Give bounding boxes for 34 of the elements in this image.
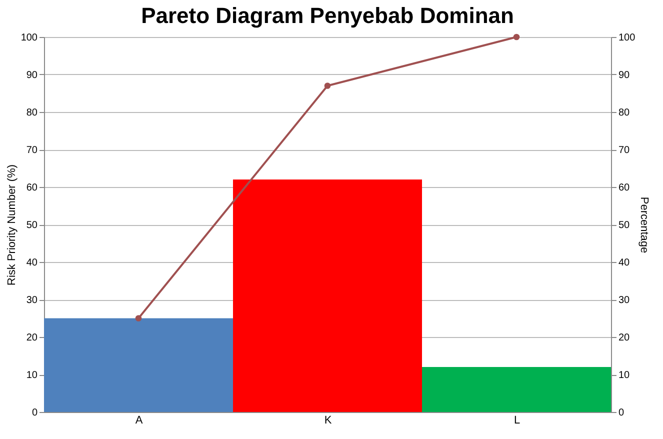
y2-tick-label: 80 bbox=[618, 108, 630, 118]
y2-tick-label: 50 bbox=[618, 220, 630, 231]
y-tick-label: 80 bbox=[26, 108, 38, 118]
x-tick-label: A bbox=[135, 414, 144, 426]
bar bbox=[44, 318, 233, 412]
y-axis-title: Risk Priority Number (%) bbox=[6, 164, 18, 286]
y-tick-label: 90 bbox=[26, 70, 38, 81]
y-tick-label: 30 bbox=[26, 295, 38, 306]
bar bbox=[233, 180, 422, 412]
y2-tick-label: 0 bbox=[618, 408, 624, 418]
y2-tick-label: 10 bbox=[618, 370, 630, 381]
y2-tick-label: 40 bbox=[618, 258, 630, 268]
y2-tick-label: 60 bbox=[618, 182, 630, 194]
y2-axis-title: Percentage bbox=[638, 196, 650, 254]
y-tick-label: 100 bbox=[20, 32, 38, 44]
x-tick-label: K bbox=[324, 414, 332, 426]
y2-tick-label: 70 bbox=[618, 145, 630, 156]
x-tick-label: L bbox=[514, 414, 520, 426]
y2-tick-label: 30 bbox=[618, 295, 630, 306]
y-tick-label: 40 bbox=[26, 258, 38, 268]
y-tick-label: 10 bbox=[26, 370, 38, 381]
y-tick-label: 0 bbox=[32, 408, 38, 418]
y2-tick-label: 20 bbox=[618, 332, 630, 344]
y2-tick-label: 90 bbox=[618, 70, 630, 81]
chart-title: Pareto Diagram Penyebab Dominan bbox=[141, 3, 514, 28]
y-tick-label: 50 bbox=[26, 220, 38, 231]
y-tick-label: 20 bbox=[26, 332, 38, 344]
point bbox=[135, 315, 142, 322]
y-tick-label: 70 bbox=[26, 145, 38, 156]
point bbox=[324, 82, 331, 89]
y2-tick-label: 100 bbox=[618, 32, 636, 44]
point bbox=[513, 34, 520, 40]
bar bbox=[422, 367, 611, 412]
y-tick-label: 60 bbox=[26, 182, 38, 194]
